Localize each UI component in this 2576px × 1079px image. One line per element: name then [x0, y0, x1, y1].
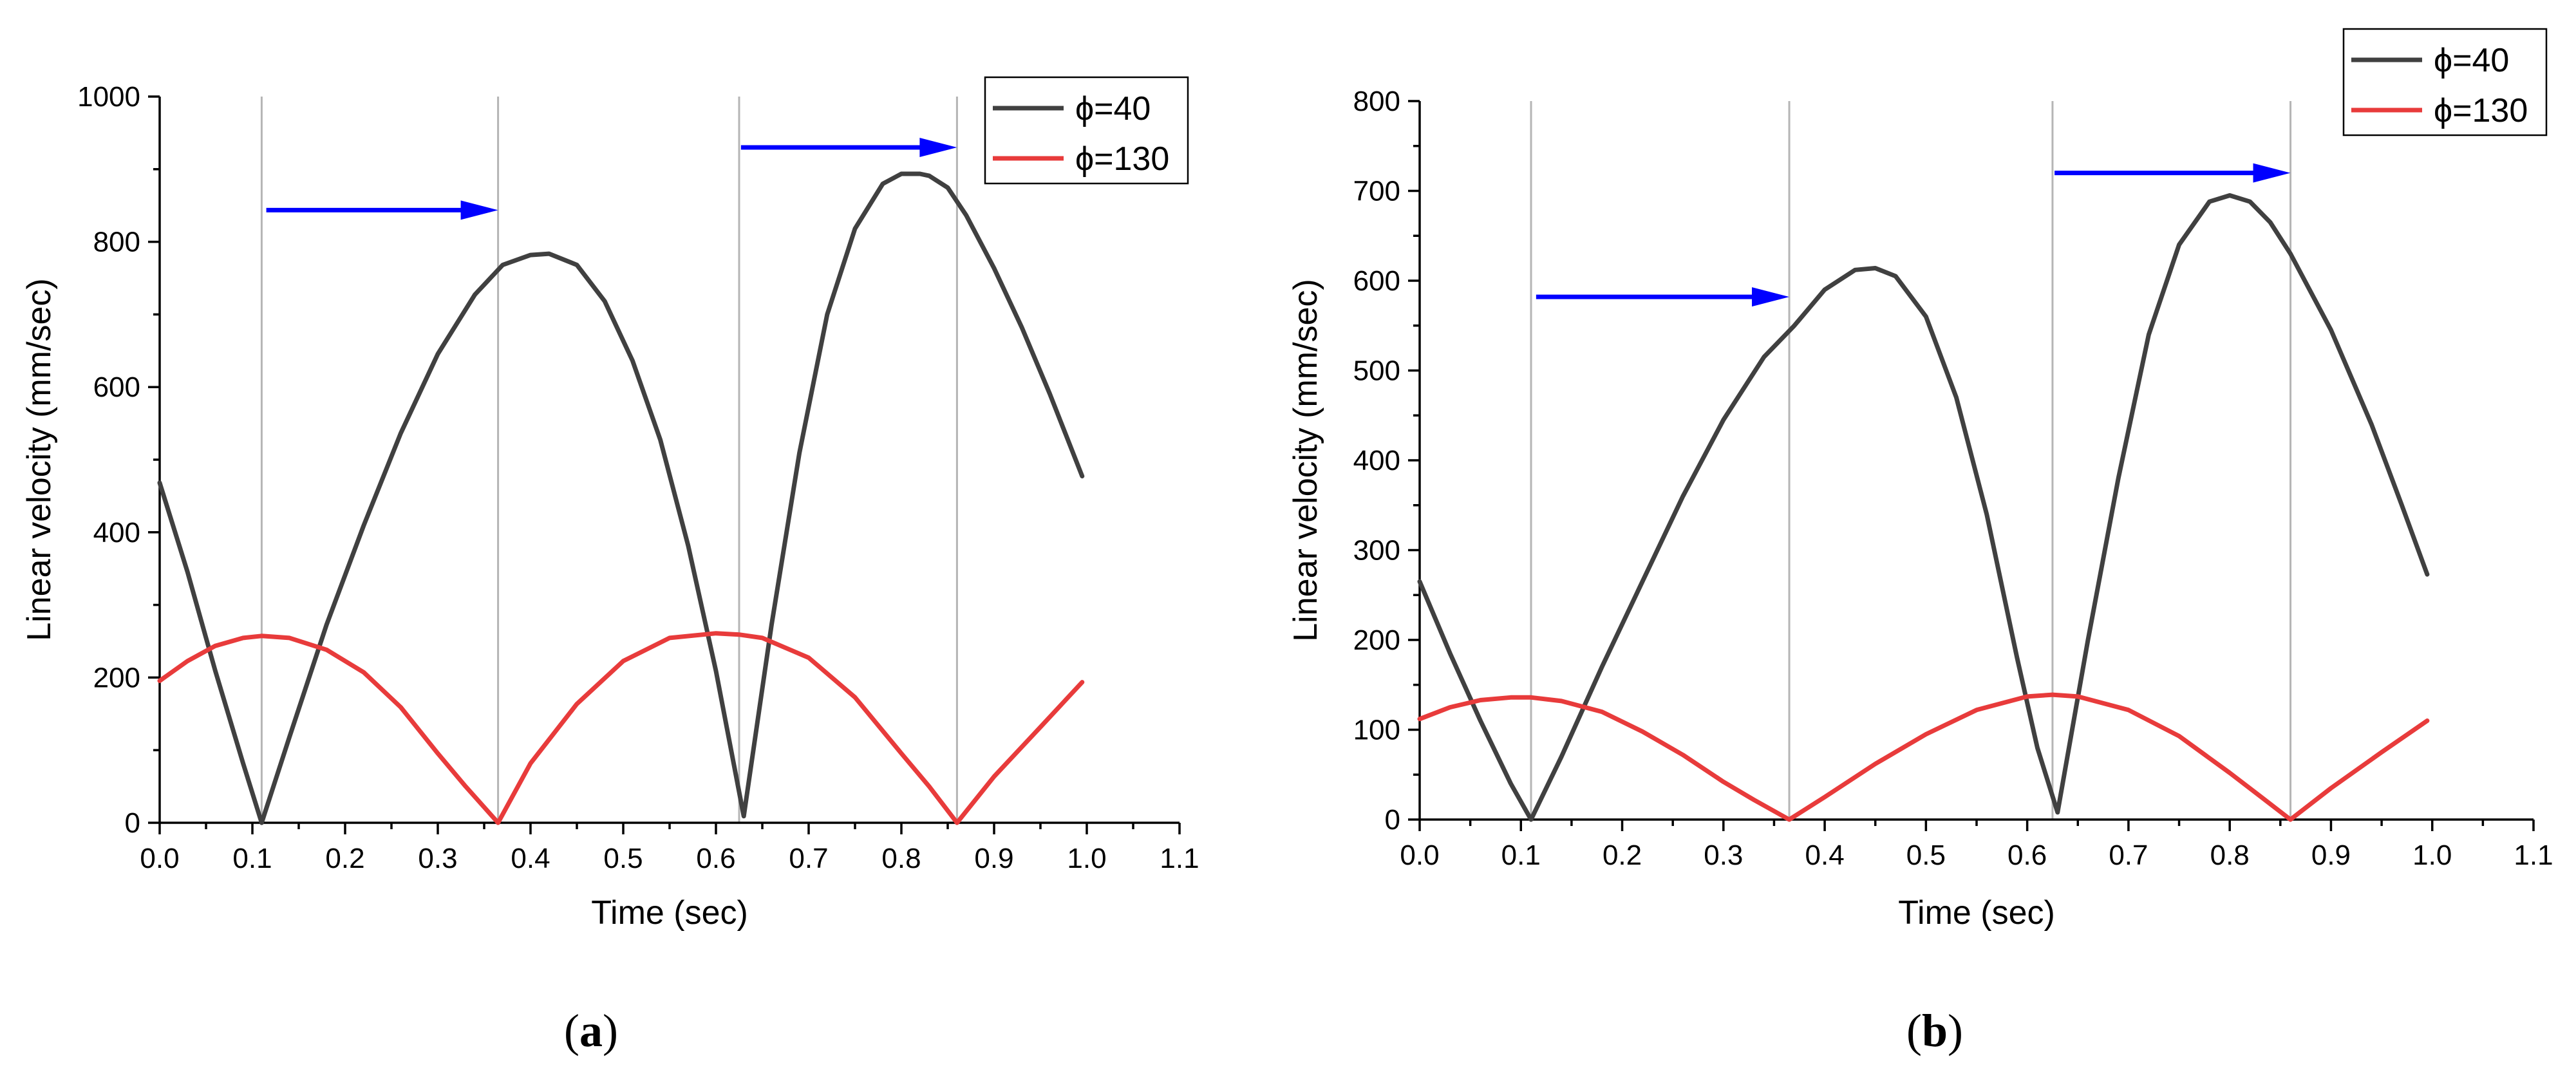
- y-tick-label: 400: [93, 517, 140, 549]
- y-tick-label: 400: [1353, 445, 1400, 476]
- series-line-phi-130: [1417, 692, 2430, 822]
- chart-panel-a: 0.0 0.1 0.2 0.3 0.4 0.5 0.6 0.7 0.8 0.9 1.0 1.1 0 200…: [21, 76, 1199, 1056]
- panel-label: (b): [1906, 1005, 1963, 1056]
- y-tick-label: 0: [125, 807, 140, 839]
- x-tick-label: 0.2: [325, 843, 364, 874]
- legend-box: [2342, 28, 2548, 136]
- x-tick-label: 1.1: [2514, 840, 2553, 871]
- x-tick-label: 0.1: [1501, 840, 1541, 871]
- blue-arrow-head: [2253, 163, 2291, 183]
- x-tick-label: 1.0: [1067, 843, 1106, 874]
- y-axis-title: Linear velocity (mm/sec): [21, 278, 58, 641]
- y-tick-label: 600: [93, 371, 140, 403]
- x-tick-label: 0.2: [1603, 840, 1642, 871]
- panel-label: (a): [564, 1005, 618, 1056]
- y-tick-label: 0: [1385, 804, 1400, 836]
- y-tick-label: 1000: [77, 81, 140, 113]
- y-tick-label: 800: [93, 227, 140, 258]
- x-tick-label: 0.8: [881, 843, 921, 874]
- y-tick-label: 300: [1353, 535, 1400, 567]
- x-tick-label: 1.0: [2412, 840, 2452, 871]
- series-line-phi-40: [1417, 193, 2430, 822]
- x-tick-label: 0.6: [2007, 840, 2047, 871]
- y-tick-label: 500: [1353, 355, 1400, 387]
- legend-label: ϕ=40: [1075, 90, 1151, 127]
- y-axis-title: Linear velocity (mm/sec): [1287, 279, 1324, 641]
- y-tick-label: 800: [1353, 86, 1400, 117]
- x-tick-label: 0.1: [232, 843, 272, 874]
- chart-panel-b: 0.0 0.1 0.2 0.3 0.4 0.5 0.6 0.7 0.8 0.9 1.0 1.1 0 100…: [1287, 28, 2553, 1056]
- legend-label: ϕ=130: [1075, 140, 1169, 178]
- x-tick-label: 0.7: [2109, 840, 2148, 871]
- blue-arrow-head: [1752, 287, 1790, 307]
- x-axis-title: Time (sec): [591, 894, 748, 932]
- x-tick-label: 0.7: [789, 843, 828, 874]
- x-tick-label: 0.5: [603, 843, 643, 874]
- x-tick-label: 0.4: [1805, 840, 1845, 871]
- x-tick-label: 0.4: [511, 843, 550, 874]
- x-tick-label: 0.0: [1400, 840, 1439, 871]
- x-tick-label: 0.3: [418, 843, 457, 874]
- x-tick-label: 0.8: [2210, 840, 2250, 871]
- series-line-phi-40: [157, 171, 1085, 825]
- y-tick-label: 100: [1353, 715, 1400, 746]
- y-tick-label: 200: [1353, 624, 1400, 656]
- x-tick-label: 0.0: [140, 843, 179, 874]
- y-tick-label: 600: [1353, 265, 1400, 297]
- legend-box: [984, 76, 1189, 185]
- x-tick-label: 0.9: [2311, 840, 2351, 871]
- legend-label: ϕ=130: [2434, 92, 2528, 129]
- blue-arrow-head: [919, 137, 957, 157]
- x-tick-label: 0.9: [974, 843, 1013, 874]
- x-tick-label: 0.3: [1704, 840, 1743, 871]
- x-tick-label: 1.1: [1160, 843, 1199, 874]
- series-line-phi-130: [157, 631, 1085, 825]
- x-axis-title: Time (sec): [1898, 894, 2055, 932]
- blue-arrow-head: [460, 200, 498, 220]
- y-tick-label: 700: [1353, 176, 1400, 207]
- x-tick-label: 0.5: [1906, 840, 1946, 871]
- legend-label: ϕ=40: [2434, 42, 2509, 79]
- y-tick-label: 200: [93, 662, 140, 693]
- x-tick-label: 0.6: [696, 843, 735, 874]
